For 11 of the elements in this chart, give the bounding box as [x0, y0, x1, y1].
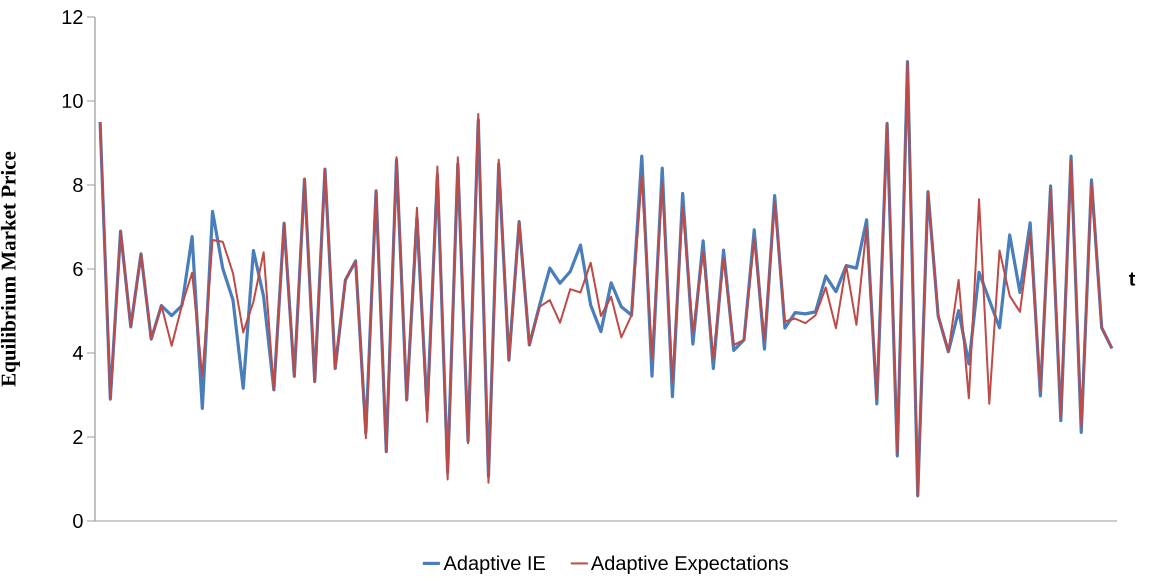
x-axis-title: t	[1128, 272, 1136, 286]
y-axis-title: Equilibrium Market Price	[0, 151, 20, 387]
y-tick-label: 10	[62, 93, 83, 109]
y-tick-label: 2	[73, 430, 83, 444]
legend-label: Adaptive Expectations	[590, 555, 789, 575]
y-tick-label: 6	[73, 261, 83, 277]
y-tick-label: 0	[73, 513, 83, 529]
y-tick-label: 4	[72, 346, 83, 360]
legend-label: Adaptive IE	[443, 555, 545, 575]
y-tick-label: 12	[62, 10, 83, 24]
y-tick-label: 8	[73, 177, 83, 193]
